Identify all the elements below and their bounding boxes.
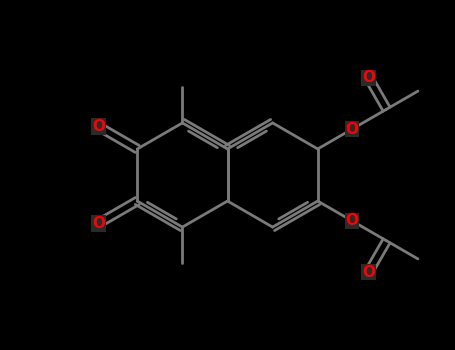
Text: O: O bbox=[92, 119, 105, 134]
Text: O: O bbox=[346, 121, 359, 136]
Text: O: O bbox=[346, 214, 359, 229]
Text: O: O bbox=[362, 265, 375, 280]
Text: O: O bbox=[92, 216, 105, 231]
Text: O: O bbox=[362, 70, 375, 85]
